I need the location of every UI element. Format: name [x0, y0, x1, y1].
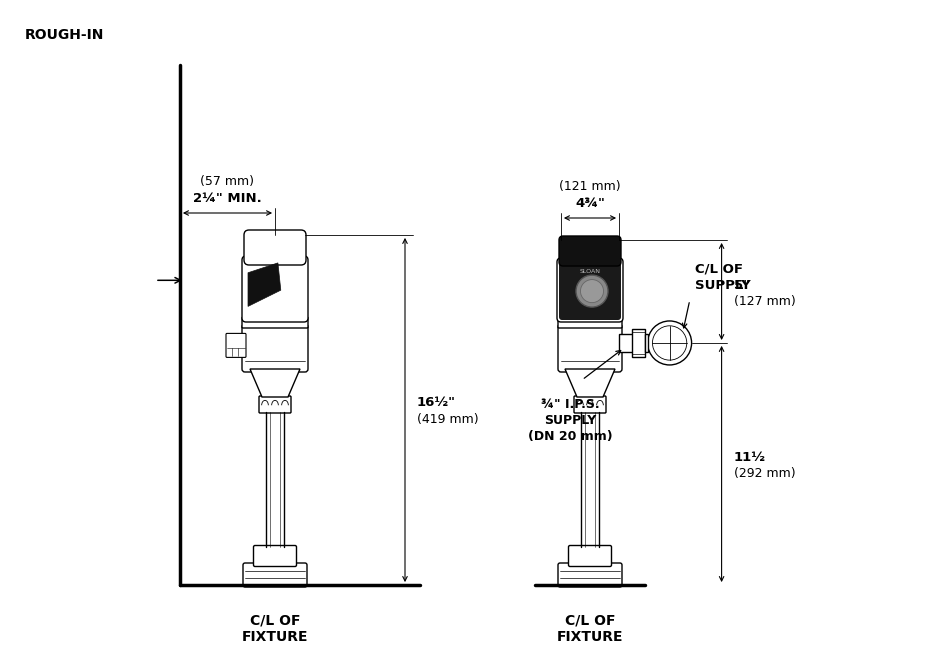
Text: (292 mm): (292 mm) — [734, 467, 796, 480]
FancyBboxPatch shape — [242, 324, 308, 372]
Polygon shape — [248, 263, 281, 306]
Text: 4¾": 4¾" — [575, 197, 605, 210]
Text: 16½": 16½" — [417, 395, 456, 408]
Bar — [619, 334, 633, 352]
Text: (127 mm): (127 mm) — [734, 295, 796, 308]
FancyBboxPatch shape — [557, 258, 623, 322]
FancyBboxPatch shape — [559, 259, 621, 320]
FancyBboxPatch shape — [244, 230, 306, 265]
Text: (57 mm): (57 mm) — [201, 175, 254, 188]
Polygon shape — [250, 369, 300, 397]
Circle shape — [581, 280, 603, 303]
Text: C/L OF
FIXTURE: C/L OF FIXTURE — [241, 613, 308, 644]
Circle shape — [652, 326, 686, 360]
Bar — [632, 329, 645, 357]
FancyBboxPatch shape — [242, 317, 308, 328]
FancyBboxPatch shape — [558, 324, 622, 372]
Text: 11½: 11½ — [734, 452, 766, 465]
FancyBboxPatch shape — [242, 256, 308, 322]
FancyBboxPatch shape — [226, 333, 246, 358]
Text: C/L OF
SUPPLY: C/L OF SUPPLY — [695, 263, 750, 292]
Text: SLOAN: SLOAN — [579, 269, 600, 274]
FancyBboxPatch shape — [558, 563, 622, 587]
FancyBboxPatch shape — [559, 236, 621, 266]
Text: ROUGH-IN: ROUGH-IN — [25, 28, 105, 42]
Bar — [645, 334, 647, 352]
FancyBboxPatch shape — [253, 545, 297, 567]
Circle shape — [576, 275, 608, 307]
Polygon shape — [565, 369, 615, 397]
Text: (419 mm): (419 mm) — [417, 413, 478, 426]
FancyBboxPatch shape — [558, 317, 622, 328]
Text: ¾" I.P.S.
SUPPLY
(DN 20 mm): ¾" I.P.S. SUPPLY (DN 20 mm) — [527, 398, 612, 443]
FancyBboxPatch shape — [259, 396, 291, 413]
Text: 5": 5" — [734, 279, 749, 292]
FancyBboxPatch shape — [569, 545, 611, 567]
Text: (121 mm): (121 mm) — [560, 180, 621, 193]
Text: 2¼" MIN.: 2¼" MIN. — [193, 192, 262, 205]
FancyBboxPatch shape — [574, 396, 606, 413]
Text: C/L OF
FIXTURE: C/L OF FIXTURE — [557, 613, 623, 644]
FancyBboxPatch shape — [243, 563, 307, 587]
Circle shape — [648, 321, 692, 365]
